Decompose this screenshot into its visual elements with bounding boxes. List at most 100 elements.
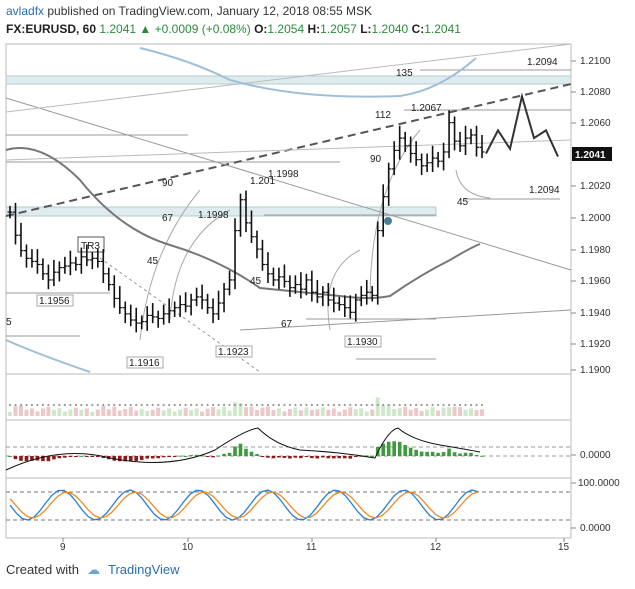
ohlc-bar	[391, 141, 397, 176]
macd-bar	[321, 456, 325, 458]
volume-bar	[397, 408, 402, 416]
ohlc-bar	[73, 256, 79, 271]
last-price-badge-text: 1.2041	[575, 150, 606, 161]
volume-bar	[315, 409, 320, 416]
macd-axis-tick: 0.0000	[580, 450, 611, 461]
macd-bar	[288, 456, 292, 459]
volume-bar	[326, 409, 331, 416]
volume-bar	[463, 409, 468, 416]
ohlc-bar	[314, 279, 320, 304]
volume-bar	[13, 406, 18, 416]
volume-bar	[403, 406, 408, 416]
volume-ma-dot	[14, 403, 17, 407]
macd-bar	[96, 456, 100, 457]
ohlc-bar	[177, 295, 183, 317]
ohlc-bar	[463, 125, 469, 156]
volume-bar	[414, 408, 419, 416]
macd-bar	[249, 451, 254, 456]
volume-ma-dot	[398, 403, 401, 407]
annotation-1.1998-b: 1.1998	[198, 210, 229, 221]
macd-bar	[46, 456, 51, 462]
ohlc-bar	[161, 304, 167, 325]
volume-bar	[233, 402, 238, 416]
ohlc-bar	[419, 153, 425, 176]
ohlc-bar	[369, 286, 375, 302]
ohlc-bar	[336, 296, 342, 311]
volume-bar	[408, 409, 413, 416]
macd-bar	[200, 455, 204, 457]
annotation-45-mid: 45	[250, 276, 262, 287]
macd-bar	[161, 456, 166, 458]
volume-ma-dot	[211, 403, 215, 407]
macd-bar	[271, 456, 276, 459]
macd-bar	[337, 456, 342, 459]
ohlc-bar	[320, 286, 326, 307]
macd-bar	[24, 456, 29, 462]
y-tick-1.2100: 1.2100	[580, 56, 611, 67]
volume-ma-dot	[327, 403, 330, 407]
volume-ma-dot	[266, 403, 270, 407]
tradingview-brand-link[interactable]: TradingView	[108, 562, 180, 577]
macd-bar	[458, 453, 462, 456]
volume-bar	[123, 409, 128, 416]
volume-ma-dot	[343, 403, 346, 407]
ohlc-bar	[128, 304, 134, 327]
ohlc-bars	[7, 110, 485, 333]
macd-bar	[101, 456, 106, 459]
macd-bar	[145, 456, 150, 459]
volume-ma-dot	[135, 403, 138, 407]
macd-bar	[178, 455, 182, 457]
volume-ma-dot	[376, 403, 379, 407]
resistance-zone	[5, 75, 572, 85]
volume-ma-dot	[321, 403, 324, 407]
volume-bar	[238, 403, 243, 416]
macd-histogram	[8, 441, 484, 462]
ohlc-bar	[303, 273, 309, 296]
y-tick-1.2020: 1.2020	[580, 181, 611, 192]
volume-ma-dot	[200, 403, 204, 407]
time-axis[interactable]: 9 10 11 12 15	[60, 538, 570, 553]
ohlc-bar	[468, 128, 474, 145]
macd-bar	[63, 456, 67, 458]
volume-ma-dot	[272, 403, 275, 407]
volume-ma-dot	[173, 403, 176, 407]
volume-bar	[62, 411, 67, 416]
y-tick-1.1960: 1.1960	[580, 276, 611, 287]
volume-bar	[293, 407, 298, 416]
volume-bar	[474, 410, 479, 416]
author-name[interactable]: avladfx	[6, 4, 45, 18]
volume-bar	[381, 405, 386, 416]
volume-ma-dot	[179, 403, 182, 407]
ohlc-bar	[122, 301, 128, 324]
volume-bar	[447, 407, 452, 416]
last-price: 1.2041	[99, 22, 137, 36]
macd-bar	[85, 456, 89, 457]
ohlc-bar	[446, 110, 452, 159]
macd-bar	[117, 456, 122, 462]
trendline-down	[5, 97, 572, 271]
volume-ma-dot	[206, 403, 209, 407]
open-label: O:	[254, 22, 268, 36]
volume-bar	[304, 407, 309, 416]
volume-ma-dot	[332, 403, 335, 407]
ohlc-bar	[270, 267, 276, 287]
x-tick-15: 15	[558, 542, 570, 553]
macd-bar	[156, 456, 160, 459]
y-tick-1.2060: 1.2060	[580, 118, 611, 129]
volume-ma-dot	[305, 403, 308, 407]
x-tick-11: 11	[306, 542, 317, 553]
published-text: published on TradingView.com, January 12…	[47, 4, 373, 18]
macd-bar	[79, 455, 84, 457]
volume-ma-dot	[299, 403, 302, 407]
volume-ma-dot	[310, 403, 313, 407]
macd-bar	[222, 453, 226, 456]
volume-ma-dot	[217, 403, 220, 407]
ohlc-bar	[67, 250, 73, 276]
ohlc-bar	[435, 151, 441, 168]
volume-ma-dot	[63, 403, 66, 407]
price-axis[interactable]: 1.2100 1.2080 1.2060 1.2020 1.2000 1.198…	[571, 56, 611, 376]
volume-bar	[337, 411, 342, 416]
ohlc-bar	[353, 293, 359, 322]
volume-ma-dot	[255, 403, 259, 407]
